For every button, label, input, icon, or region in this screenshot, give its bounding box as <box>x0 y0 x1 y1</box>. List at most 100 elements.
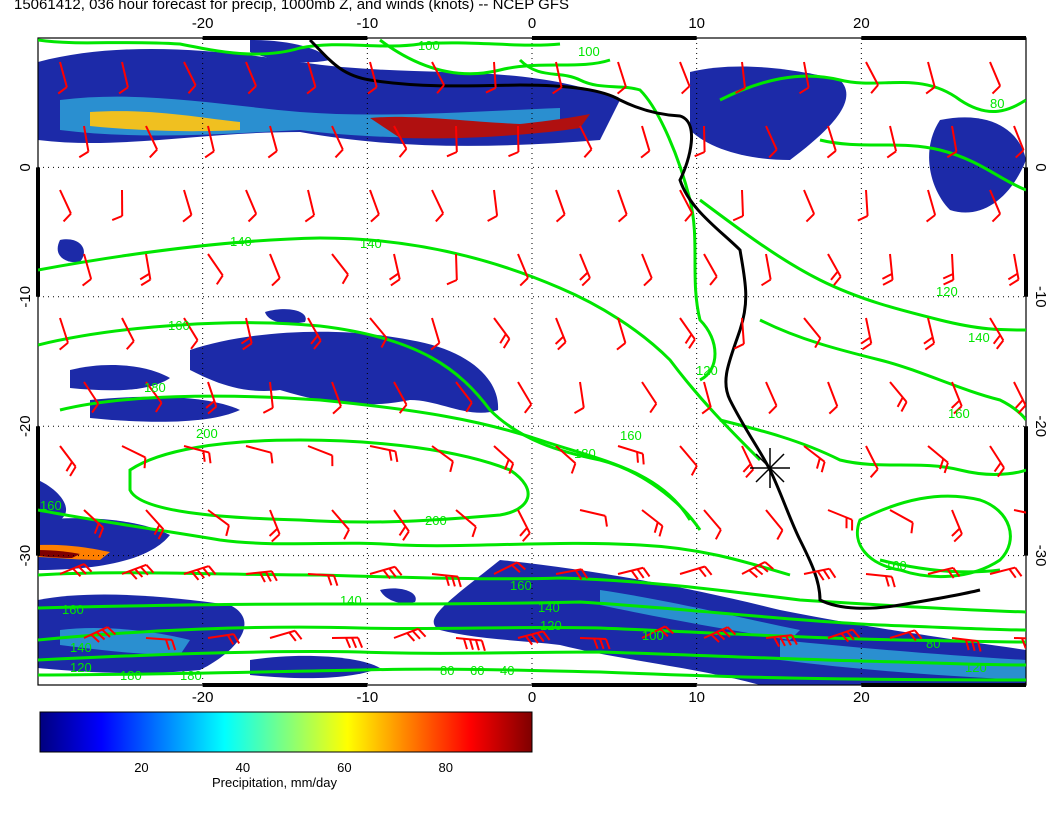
wind-barb <box>1013 637 1026 649</box>
wind-barb <box>765 509 784 541</box>
wind-barb <box>59 317 69 351</box>
wind-barb <box>485 61 497 94</box>
wind-barb <box>865 573 896 588</box>
lat-tick-label-left: -30 <box>17 545 34 567</box>
coastline <box>308 38 981 610</box>
contour-label: 200 <box>425 513 447 528</box>
wind-barb <box>679 445 698 476</box>
wind-barb <box>889 381 908 412</box>
wind-barb <box>307 317 322 350</box>
wind-barb <box>760 253 772 287</box>
wind-barb <box>369 565 403 580</box>
wind-barb <box>81 253 93 287</box>
wind-barb <box>111 189 124 222</box>
wind-barb <box>145 509 165 540</box>
geopotential-contours <box>38 38 1026 682</box>
wind-barb <box>493 317 511 349</box>
lon-tick-label-bottom: 0 <box>528 689 536 706</box>
wind-barb <box>616 61 627 95</box>
wind-barb <box>765 125 778 159</box>
wind-barb <box>446 125 458 158</box>
wind-barb <box>1013 125 1025 159</box>
wind-barb <box>369 445 399 463</box>
wind-barb <box>431 61 445 94</box>
wind-barb <box>826 125 837 159</box>
contour-label: 160 <box>40 498 62 513</box>
wind-barb <box>455 381 473 413</box>
wind-barb <box>57 61 68 95</box>
wind-barb <box>307 445 334 467</box>
station-marker-icon <box>750 448 790 488</box>
wind-barb <box>679 189 693 222</box>
contour-label: 120 <box>540 618 562 633</box>
wind-barb <box>735 61 746 94</box>
wind-barb <box>942 253 955 286</box>
wind-barb <box>989 61 1002 95</box>
wind-barb <box>881 253 894 286</box>
wind-barb <box>989 317 1005 350</box>
wind-barb <box>205 381 218 415</box>
contour-label: 80 <box>440 663 454 678</box>
wind-barb <box>827 253 842 286</box>
wind-barb <box>951 637 982 652</box>
map-title: 15061412, 036 hour forecast for precip, … <box>14 0 569 13</box>
contour-label: 100 <box>642 628 664 643</box>
wind-barb <box>889 629 923 642</box>
wind-barb <box>701 381 712 415</box>
wind-barb <box>145 381 163 413</box>
wind-barb <box>679 317 696 349</box>
wind-barb <box>732 189 745 222</box>
wind-barb <box>1013 509 1026 517</box>
contour-label: 140 <box>968 330 990 345</box>
contour-label: 100 <box>578 44 600 59</box>
contour-label: 40 <box>500 663 514 678</box>
colorbar-tick-label: 80 <box>439 760 453 775</box>
lon-tick-label-bottom: 20 <box>853 689 870 706</box>
wind-barb <box>121 317 135 350</box>
wind-barb <box>83 509 105 539</box>
lat-tick-label-right: -10 <box>1032 286 1049 308</box>
lat-tick-label-right: -30 <box>1032 545 1049 567</box>
wind-barb <box>369 189 380 223</box>
wind-barb <box>331 509 350 540</box>
contour-label: 180 <box>574 446 596 461</box>
wind-barb <box>694 125 706 158</box>
wind-barb <box>679 61 691 95</box>
wind-barb <box>555 445 577 474</box>
wind-barb <box>517 509 531 542</box>
wind-barb <box>1007 253 1020 287</box>
wind-barb <box>573 381 585 415</box>
wind-barb <box>517 253 529 287</box>
wind-barb <box>267 125 278 159</box>
colorbar-tick-label: 40 <box>236 760 250 775</box>
contour-label: 140 <box>70 640 92 655</box>
wind-barb <box>59 445 77 477</box>
wind-barbs <box>57 61 1026 652</box>
wind-barb <box>765 634 798 648</box>
wind-barb <box>827 628 861 643</box>
contour-label: 160 <box>62 602 84 617</box>
wind-barb <box>455 637 486 652</box>
wind-barb <box>455 509 477 538</box>
wind-barb <box>865 61 879 94</box>
wind-barb <box>946 125 958 159</box>
wind-barb <box>641 625 674 639</box>
lat-tick-label-right: -20 <box>1032 415 1049 437</box>
wind-barb <box>827 381 839 415</box>
contour-label: 180 <box>180 668 202 683</box>
wind-barb <box>367 61 378 95</box>
wind-barb <box>145 125 158 159</box>
contour-label: 140 <box>538 600 560 615</box>
wind-barb <box>331 253 349 285</box>
wind-barb <box>207 633 241 645</box>
wind-barb <box>517 630 551 646</box>
wind-barb <box>182 189 193 223</box>
wind-barb <box>765 381 778 415</box>
wind-barb <box>307 573 339 586</box>
lon-tick-label-top: 0 <box>528 15 536 32</box>
frame-ticks <box>36 36 1028 687</box>
wind-barb <box>703 253 718 286</box>
wind-barb <box>641 381 658 414</box>
wind-barb <box>331 636 364 649</box>
lon-tick-label-top: -20 <box>192 15 214 32</box>
